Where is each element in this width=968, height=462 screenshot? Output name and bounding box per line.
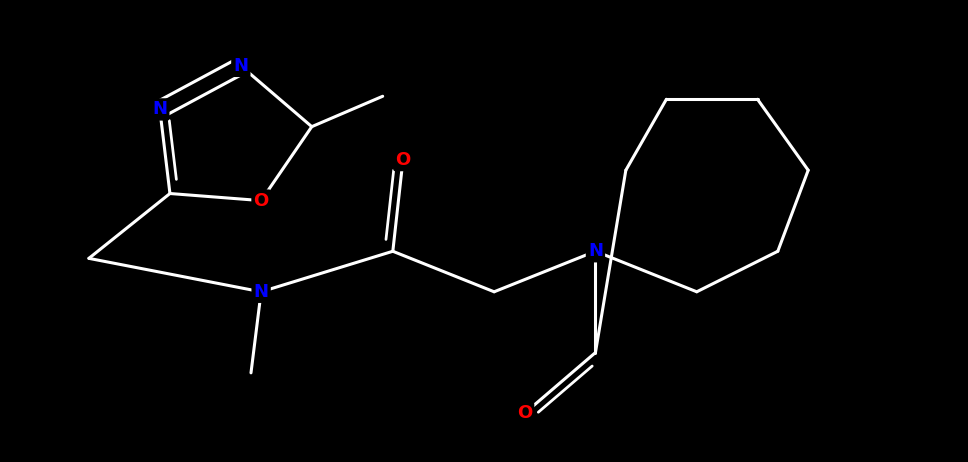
- Text: O: O: [254, 192, 269, 210]
- Text: N: N: [254, 283, 268, 301]
- Text: N: N: [233, 57, 249, 75]
- Text: N: N: [152, 100, 167, 118]
- Text: O: O: [395, 151, 410, 169]
- Text: O: O: [517, 404, 532, 422]
- Text: N: N: [588, 242, 603, 260]
